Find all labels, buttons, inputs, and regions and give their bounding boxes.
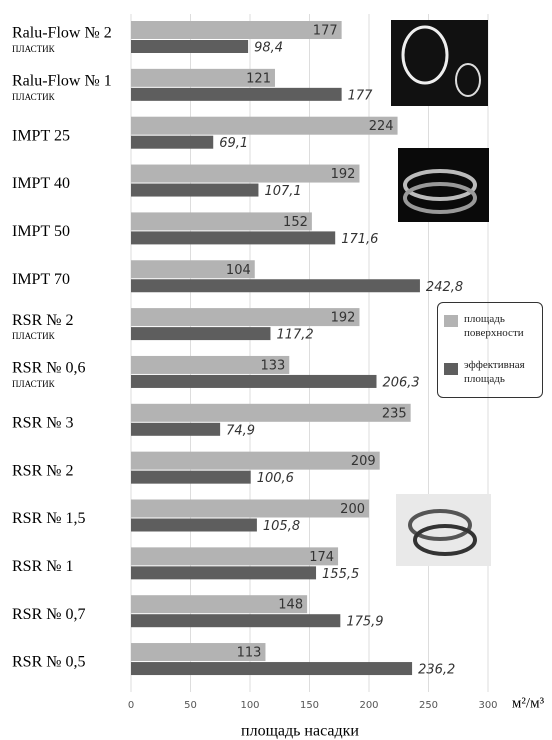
- x-tick-label: 200: [359, 700, 378, 711]
- value-label: 192: [331, 311, 356, 326]
- bar: [131, 423, 220, 436]
- legend-swatch: [444, 315, 458, 327]
- category-note: ПЛАСТИК: [12, 379, 56, 389]
- bar: [131, 566, 316, 579]
- value-label: 175,9: [346, 615, 383, 630]
- x-tick-label: 50: [184, 700, 197, 711]
- x-axis-title: площадь насадки: [241, 723, 359, 740]
- bar: [131, 500, 369, 518]
- category-label: RSR № 1,5: [12, 510, 86, 527]
- x-unit: м²/м³: [512, 695, 545, 711]
- legend-label: эффективная площадь: [464, 358, 542, 386]
- value-label: 148: [278, 598, 303, 613]
- bar: [131, 184, 258, 197]
- x-tick-label: 100: [240, 700, 259, 711]
- bar: [131, 614, 340, 627]
- bar: [131, 165, 359, 183]
- x-tick-label: 300: [478, 700, 497, 711]
- legend-swatch: [444, 363, 458, 375]
- category-label: RSR № 0,7: [12, 606, 86, 623]
- value-label: 171,6: [341, 232, 378, 247]
- category-label: IMPT 40: [12, 175, 70, 192]
- category-note: ПЛАСТИК: [12, 92, 56, 102]
- bar: [131, 231, 335, 244]
- category-label: IMPT 70: [12, 271, 70, 288]
- bar: [131, 136, 213, 149]
- legend-label: площадь поверхности: [464, 312, 542, 340]
- category-label: RSR № 2: [12, 462, 74, 479]
- x-tick-label: 250: [419, 700, 438, 711]
- value-label: 107,1: [264, 184, 301, 199]
- category-label: IMPT 50: [12, 223, 70, 240]
- bar: [131, 117, 398, 135]
- value-label: 133: [260, 358, 285, 373]
- value-label: 177: [348, 88, 374, 103]
- chart: 0 50 100 150 200 250 300 м²/м³ площадь насадки Ra…: [0, 0, 552, 740]
- bar: [131, 327, 270, 340]
- value-label: 121: [246, 71, 271, 86]
- legend: площадь поверхности эффективная площадь: [437, 302, 543, 398]
- x-tick-label: 150: [300, 700, 319, 711]
- category-label: RSR № 0,5: [12, 654, 86, 671]
- value-label: 242,8: [426, 280, 463, 295]
- bar: [131, 662, 412, 675]
- value-label: 174: [309, 550, 334, 565]
- value-label: 105,8: [263, 519, 300, 534]
- value-label: 206,3: [382, 375, 419, 390]
- value-label: 200: [340, 502, 365, 517]
- value-label: 236,2: [418, 663, 455, 678]
- value-label: 192: [331, 167, 356, 182]
- x-tick-label: 0: [128, 700, 134, 711]
- category-note: ПЛАСТИК: [12, 44, 56, 54]
- value-label: 113: [237, 646, 262, 661]
- bar: [131, 471, 251, 484]
- value-label: 117,2: [276, 328, 313, 343]
- category-label: RSR № 0,6: [12, 360, 86, 377]
- value-label: 177: [313, 24, 338, 39]
- category-label: RSR № 2: [12, 312, 74, 329]
- value-label: 209: [351, 454, 376, 469]
- bar: [131, 375, 376, 388]
- bar: [131, 88, 342, 101]
- bar: [131, 452, 380, 470]
- category-label: Ralu-Flow № 1: [12, 73, 112, 90]
- category-label: RSR № 3: [12, 414, 74, 431]
- value-label: 74,9: [226, 423, 255, 438]
- bar: [131, 21, 342, 39]
- value-label: 98,4: [254, 41, 283, 56]
- bar: [131, 279, 420, 292]
- category-label: Ralu-Flow № 2: [12, 25, 112, 42]
- bar: [131, 308, 359, 326]
- category-label: IMPT 25: [12, 127, 70, 144]
- category-note: ПЛАСТИК: [12, 331, 56, 341]
- value-label: 100,6: [257, 471, 294, 486]
- category-label: RSR № 1: [12, 558, 74, 575]
- bar: [131, 519, 257, 532]
- bar: [131, 40, 248, 53]
- bar: [131, 404, 411, 422]
- bar: [131, 547, 338, 565]
- value-label: 155,5: [322, 567, 359, 582]
- value-label: 69,1: [219, 136, 248, 151]
- value-label: 104: [226, 263, 251, 278]
- value-label: 224: [369, 119, 394, 134]
- value-label: 235: [382, 406, 407, 421]
- value-label: 152: [283, 215, 308, 230]
